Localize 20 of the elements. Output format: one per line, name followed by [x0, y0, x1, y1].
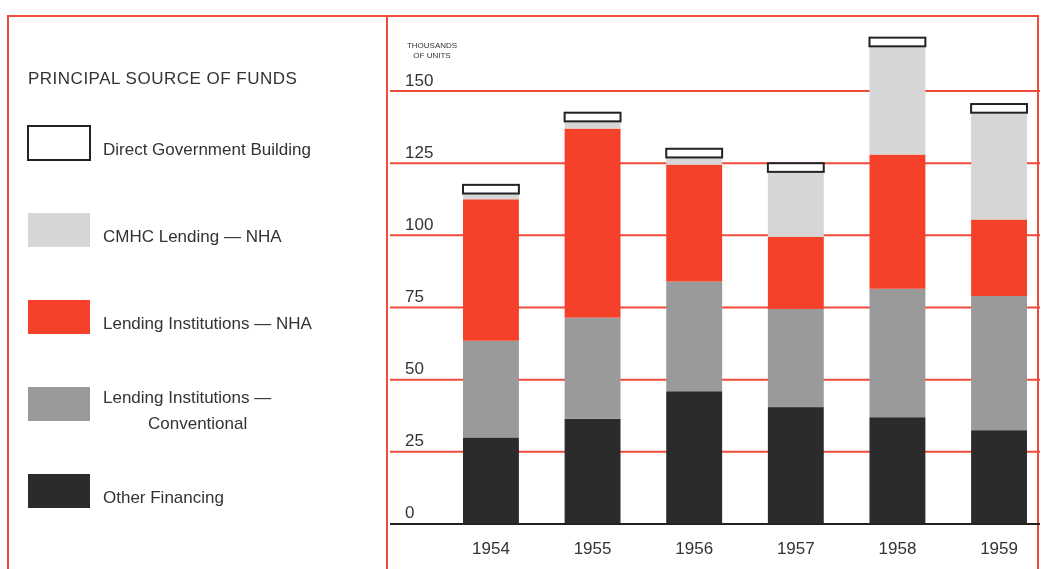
y-tick-label: 100	[405, 214, 434, 234]
y-tick-label: 75	[405, 287, 424, 307]
x-tick-label: 1959	[980, 539, 1018, 558]
x-tick-label: 1954	[472, 539, 510, 558]
y-tick-label: 0	[405, 503, 415, 523]
legend-label: Lending Institutions — NHA	[103, 314, 313, 333]
x-tick-label: 1956	[675, 539, 714, 558]
y-tick-label: 50	[405, 359, 424, 379]
legend-label: CMHC Lending — NHA	[103, 227, 283, 246]
y-axis-title: THOUSANDS OF UNITS	[406, 41, 458, 60]
y-tick-label: 150	[405, 70, 434, 90]
y-tick-label: 125	[405, 142, 434, 162]
legend-label: Other Financing	[103, 488, 224, 507]
x-tick-label: 1958	[878, 539, 917, 558]
y-tick-label: 25	[405, 431, 424, 451]
legend-label: Direct Government Building	[103, 140, 311, 159]
x-tick-label: 1957	[776, 539, 815, 558]
legend-label: Lending Institutions — Conventional	[103, 388, 272, 433]
x-tick-label: 1955	[573, 539, 612, 558]
legend-title: PRINCIPAL SOURCE OF FUNDS	[28, 69, 298, 88]
